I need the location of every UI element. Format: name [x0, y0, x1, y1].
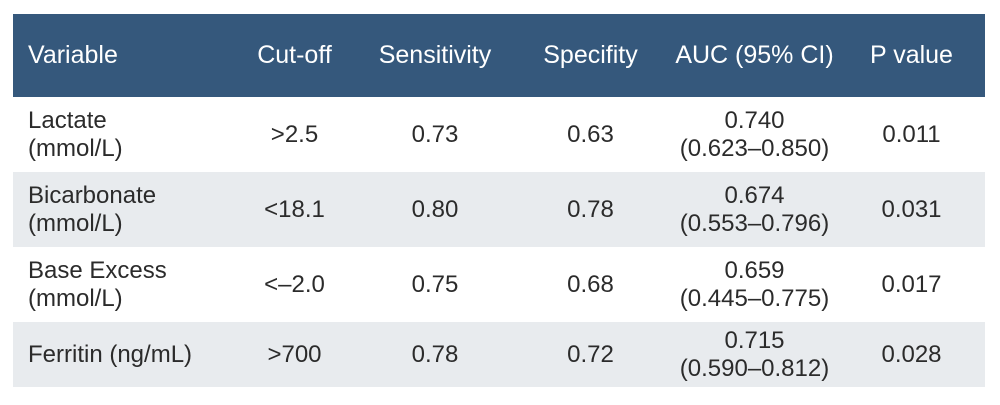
header-cell-variable: Variable [13, 14, 229, 97]
roc-analysis-table: Variable Cut-off Sensitivity Specifity A… [13, 14, 985, 387]
cell-variable: Bicarbonate (mmol/L) [13, 172, 229, 247]
cell-sensitivity: 0.80 [360, 172, 510, 247]
cell-cutoff: >2.5 [229, 97, 360, 172]
roc-analysis-figure: Variable Cut-off Sensitivity Specifity A… [13, 14, 985, 387]
cell-pvalue: 0.031 [838, 172, 985, 247]
cell-pvalue: 0.011 [838, 97, 985, 172]
cell-sensitivity: 0.73 [360, 97, 510, 172]
cell-specifity: 0.78 [510, 172, 671, 247]
header-cell-cutoff: Cut-off [229, 14, 360, 97]
cell-sensitivity: 0.78 [360, 322, 510, 387]
cell-variable: Base Excess (mmol/L) [13, 247, 229, 322]
cell-auc: 0.659 (0.445–0.775) [671, 247, 838, 322]
table-body: Lactate (mmol/L) >2.5 0.73 0.63 0.740 (0… [13, 97, 985, 387]
cell-variable: Ferritin (ng/mL) [13, 322, 229, 387]
header-row: Variable Cut-off Sensitivity Specifity A… [13, 14, 985, 97]
cell-variable: Lactate (mmol/L) [13, 97, 229, 172]
header-cell-sensitivity: Sensitivity [360, 14, 510, 97]
cell-specifity: 0.68 [510, 247, 671, 322]
cell-cutoff: <–2.0 [229, 247, 360, 322]
cell-sensitivity: 0.75 [360, 247, 510, 322]
cell-auc: 0.715 (0.590–0.812) [671, 322, 838, 387]
header-cell-auc: AUC (95% CI) [671, 14, 838, 97]
cell-specifity: 0.72 [510, 322, 671, 387]
table-row-lactate: Lactate (mmol/L) >2.5 0.73 0.63 0.740 (0… [13, 97, 985, 172]
table-row-bicarbonate: Bicarbonate (mmol/L) <18.1 0.80 0.78 0.6… [13, 172, 985, 247]
table-header: Variable Cut-off Sensitivity Specifity A… [13, 14, 985, 97]
table-row-ferritin: Ferritin (ng/mL) >700 0.78 0.72 0.715 (0… [13, 322, 985, 387]
header-cell-pvalue: P value [838, 14, 985, 97]
cell-cutoff: >700 [229, 322, 360, 387]
cell-specifity: 0.63 [510, 97, 671, 172]
cell-pvalue: 0.017 [838, 247, 985, 322]
header-cell-specifity: Specifity [510, 14, 671, 97]
cell-auc: 0.674 (0.553–0.796) [671, 172, 838, 247]
cell-auc: 0.740 (0.623–0.850) [671, 97, 838, 172]
cell-cutoff: <18.1 [229, 172, 360, 247]
cell-pvalue: 0.028 [838, 322, 985, 387]
table-row-base-excess: Base Excess (mmol/L) <–2.0 0.75 0.68 0.6… [13, 247, 985, 322]
